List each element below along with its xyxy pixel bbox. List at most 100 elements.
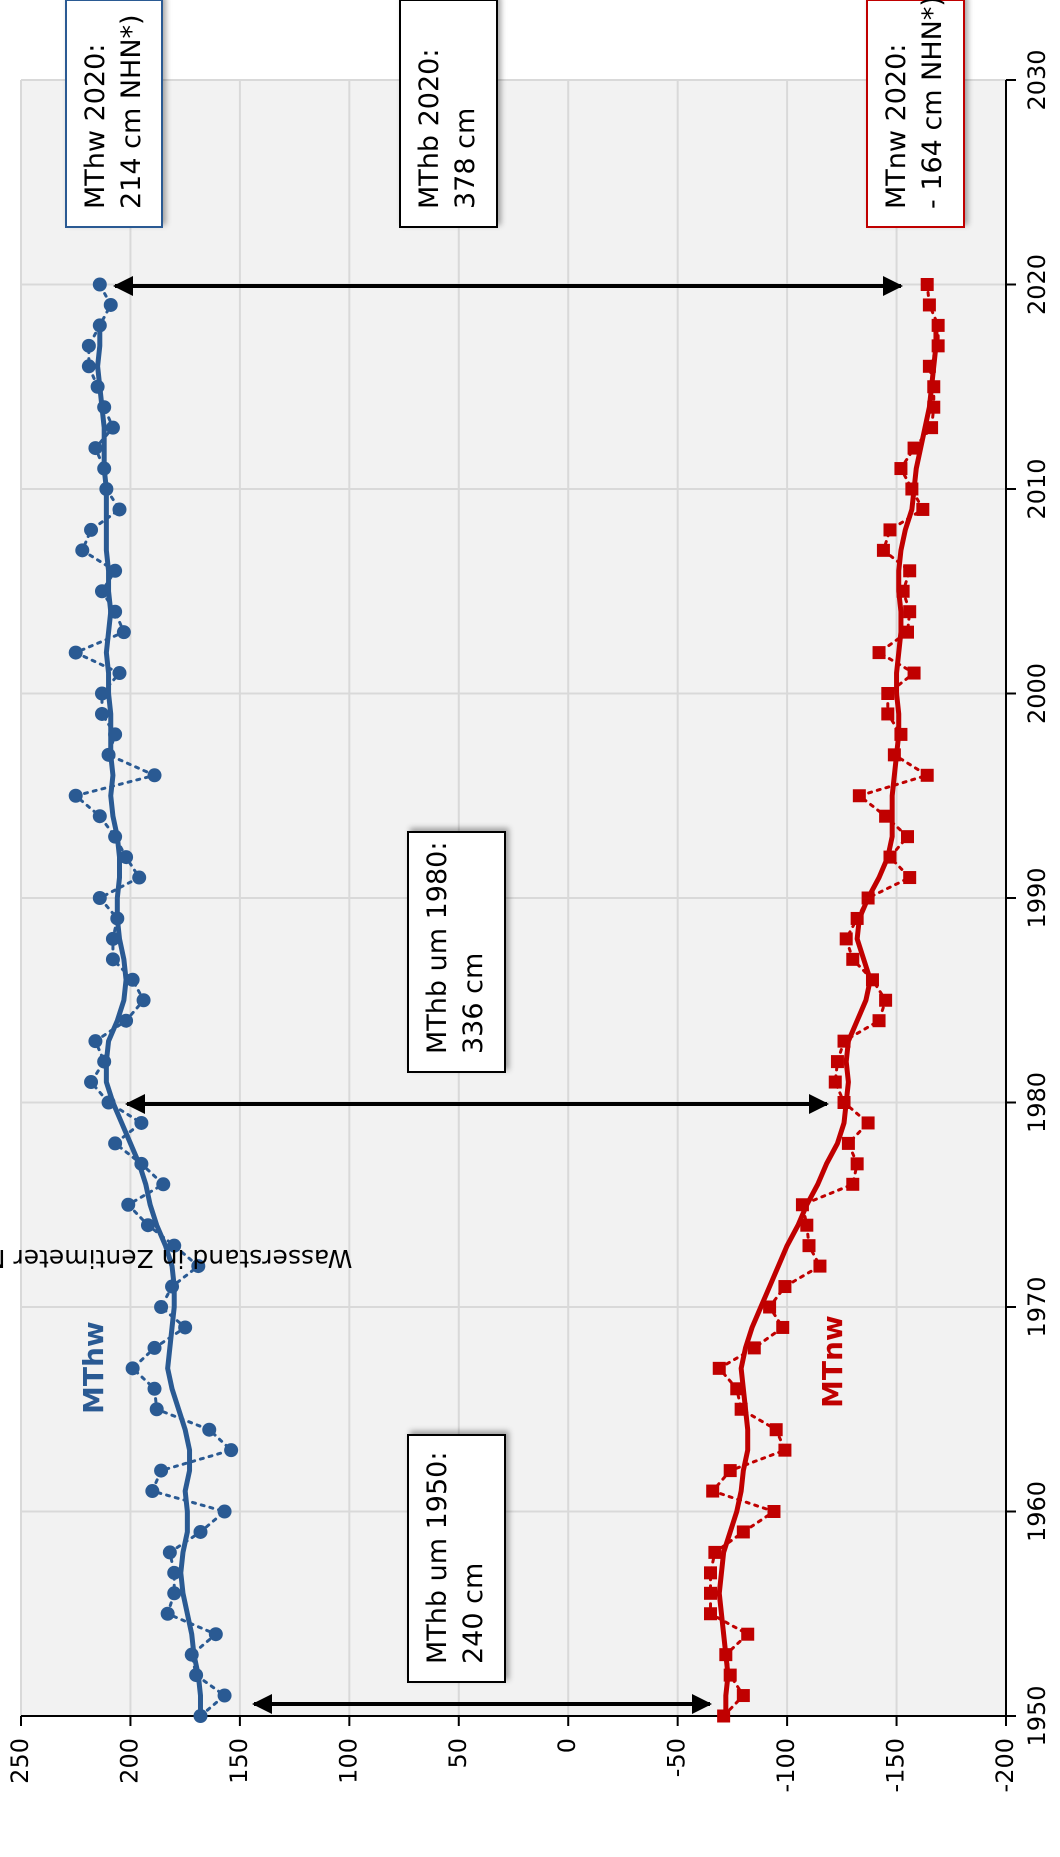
point: [224, 1443, 239, 1458]
y-tick-label: -150: [882, 1738, 910, 1792]
point: [103, 297, 118, 312]
point: [105, 420, 120, 435]
y-tick-label: 0: [553, 1738, 581, 1753]
point: [736, 1525, 750, 1539]
point: [769, 1423, 783, 1437]
point: [154, 1463, 169, 1478]
annotation-text: MThb um 1980:: [422, 842, 453, 1054]
x-tick-label: 1950: [1023, 1685, 1051, 1746]
point: [925, 421, 939, 435]
point: [92, 277, 107, 292]
point: [881, 687, 895, 700]
point: [84, 522, 99, 537]
point: [778, 1443, 792, 1457]
point: [202, 1422, 217, 1437]
point: [872, 646, 886, 660]
point: [920, 278, 934, 291]
point: [112, 666, 127, 681]
point: [156, 1177, 171, 1192]
point: [879, 993, 893, 1007]
point: [846, 952, 860, 966]
point: [105, 931, 120, 946]
point: [149, 1402, 164, 1417]
point: [119, 1013, 134, 1028]
x-tick-label: 2030: [1023, 49, 1051, 110]
point: [81, 338, 96, 353]
point: [125, 972, 140, 987]
point: [94, 686, 109, 701]
point: [839, 932, 853, 946]
point: [883, 523, 897, 537]
x-tick-label: 2020: [1023, 254, 1051, 315]
rotated-chart: -200 -150 -100 -50 0 50 100 150 200 250 1950 1960 19…: [0, 0, 1051, 1792]
point: [850, 1157, 864, 1171]
point: [841, 1136, 855, 1150]
point: [828, 1075, 842, 1089]
annotation-text: 214 cm NHN*): [116, 14, 147, 209]
point: [136, 993, 151, 1008]
point: [903, 564, 917, 578]
annotation-box: [399, 0, 498, 228]
point: [723, 1464, 737, 1478]
point: [217, 1688, 232, 1703]
x-tick-label: 1960: [1023, 1481, 1051, 1542]
point: [901, 830, 914, 844]
y-tick-label: 150: [225, 1738, 253, 1784]
annotations: MThb um 1950: 240 cm MThb um 1980: 336 cm MT…: [65, 0, 965, 1683]
point: [704, 1607, 717, 1621]
point: [160, 1606, 175, 1621]
point: [901, 625, 914, 639]
y-tick-label: -50: [663, 1738, 691, 1777]
point: [916, 502, 930, 516]
point: [846, 1177, 860, 1191]
point: [907, 666, 921, 680]
smoothed-line: [716, 322, 939, 1719]
point: [145, 1484, 160, 1499]
point: [92, 809, 107, 824]
point: [116, 625, 131, 640]
point: [193, 1524, 208, 1539]
point: [147, 1340, 162, 1355]
point: [119, 850, 134, 865]
axes: -200 -150 -100 -50 0 50 100 150 200 250 1950 1960 19…: [6, 49, 1051, 1792]
point: [191, 1259, 206, 1274]
annotation-text: 378 cm: [450, 108, 481, 209]
annotation-text: MTnw 2020:: [881, 44, 912, 209]
point: [708, 1545, 722, 1559]
point: [162, 1545, 177, 1560]
point: [813, 1259, 827, 1273]
point: [894, 462, 908, 476]
annotation-box: [407, 831, 506, 1073]
point: [767, 1505, 781, 1518]
point: [94, 584, 109, 599]
annotation-box: [65, 0, 163, 228]
point: [140, 1218, 155, 1233]
annotation-text: MThb um 1950:: [422, 1452, 453, 1664]
point: [217, 1504, 232, 1519]
x-tick-label: 2010: [1023, 458, 1051, 519]
point: [68, 788, 83, 803]
point: [747, 1341, 761, 1355]
point: [68, 645, 83, 660]
y-tick-label: -200: [991, 1738, 1019, 1792]
point: [706, 1484, 720, 1498]
point: [922, 298, 936, 312]
point: [704, 1566, 717, 1580]
point: [154, 1300, 169, 1314]
point: [88, 1034, 103, 1049]
point: [730, 1382, 744, 1396]
y-tick-label: 250: [6, 1738, 34, 1784]
series-label: MThw: [77, 1321, 110, 1414]
point: [134, 1115, 149, 1130]
point: [778, 1280, 792, 1294]
annotation-text: 240 cm: [458, 1563, 489, 1664]
point: [830, 1055, 844, 1069]
point: [861, 1116, 875, 1130]
point: [105, 952, 120, 967]
point: [800, 1218, 814, 1232]
annotation-box: [866, 0, 965, 228]
y-axis-title: Wasserstand in Zentimeter Normalhöhennul…: [0, 1244, 352, 1273]
series-label: MTnw: [816, 1315, 849, 1408]
